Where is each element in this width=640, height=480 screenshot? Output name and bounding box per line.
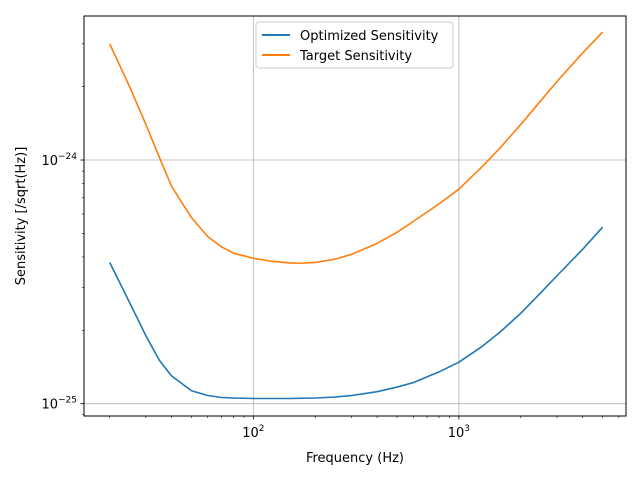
x-axis-label: Frequency (Hz) <box>306 451 404 466</box>
y-tick-label: 10−24 <box>41 152 77 169</box>
x-tick-label: 102 <box>242 424 264 441</box>
y-tick-label: 10−25 <box>41 396 77 413</box>
legend: Optimized Sensitivity Target Sensitivity <box>255 21 454 69</box>
x-tick-label: 103 <box>448 424 470 441</box>
legend-label-optimized: Optimized Sensitivity <box>300 29 439 44</box>
ticks: 102 103 10−25 10−24 <box>41 43 620 441</box>
grid <box>84 16 626 416</box>
series-line-optimized <box>108 226 604 400</box>
plot-frame <box>83 15 627 417</box>
y-axis-label: Sensitivity [/sqrt(Hz)] <box>14 147 29 286</box>
legend-box <box>255 21 454 69</box>
plot-lines <box>108 31 604 400</box>
legend-label-target: Target Sensitivity <box>299 49 412 64</box>
series-line-target <box>108 31 604 265</box>
